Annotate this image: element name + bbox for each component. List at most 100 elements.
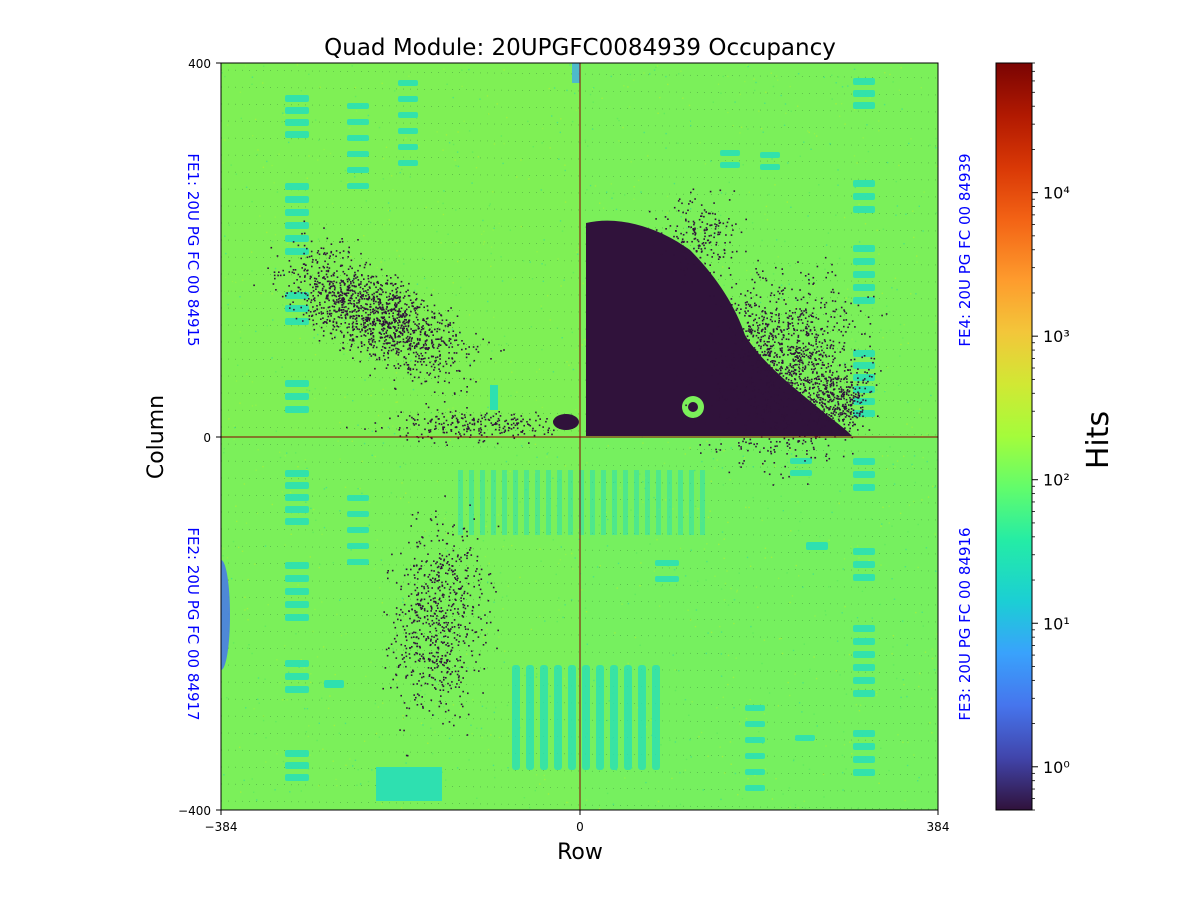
noise-dot (502, 608, 504, 610)
low-hit-pixel (792, 407, 794, 410)
noise-dot (558, 158, 560, 160)
noise-dot (447, 415, 449, 417)
low-hit-pixel (406, 341, 409, 343)
low-hit-pixel (712, 413, 715, 416)
noise-dot (443, 517, 446, 520)
noise-dot (345, 764, 347, 766)
low-hit-pixel (289, 307, 291, 309)
noise-dot (289, 791, 291, 793)
low-hit-pixel (432, 577, 434, 580)
low-hit-pixel (761, 315, 763, 318)
noise-dot (304, 707, 306, 710)
noise-dot (300, 790, 302, 792)
low-hit-pixel (745, 412, 748, 415)
low-hit-pixel (360, 305, 362, 307)
low-hit-pixel (457, 344, 459, 346)
noise-dot (332, 278, 335, 281)
low-hit-pixel (747, 381, 750, 384)
noise-dot (564, 164, 566, 166)
noise-dot (254, 733, 256, 735)
low-hit-pixel (330, 251, 332, 254)
low-hit-pixel (725, 329, 728, 331)
low-hit-pixel (755, 294, 758, 296)
noise-dot (448, 737, 451, 740)
low-hit-pixel (423, 608, 426, 610)
noise-dot (430, 727, 432, 730)
low-hit-pixel (766, 325, 769, 328)
low-hit-pixel (838, 329, 840, 331)
low-hit-pixel (707, 355, 710, 357)
noise-dot (816, 135, 818, 137)
cyan-stripe (582, 665, 590, 770)
low-hit-pixel (781, 400, 784, 402)
scan-line (221, 341, 938, 351)
cyan-pixel-group (853, 471, 875, 478)
noise-dot (838, 257, 841, 260)
low-hit-pixel (780, 398, 783, 400)
cyan-pixel-group (347, 527, 369, 533)
low-hit-pixel (408, 337, 411, 340)
low-hit-pixel (784, 393, 787, 395)
noise-dot (809, 668, 811, 671)
low-hit-pixel (811, 361, 813, 363)
low-hit-pixel (821, 434, 823, 436)
low-hit-pixel (315, 278, 318, 280)
noise-dot (689, 447, 691, 449)
low-hit-pixel (427, 667, 430, 669)
noise-dot (688, 714, 690, 716)
cyan-pixel-group (347, 183, 369, 189)
noise-dot (392, 649, 394, 651)
scan-line (221, 749, 938, 759)
low-hit-pixel (759, 359, 762, 361)
noise-dot (728, 231, 731, 234)
low-hit-pixel (747, 303, 750, 306)
scan-line (221, 290, 938, 300)
low-hit-pixel (727, 423, 729, 425)
low-hit-pixel (436, 523, 439, 526)
low-hit-pixel (412, 305, 414, 308)
low-hit-pixel (441, 626, 444, 628)
low-hit-pixel (352, 338, 355, 340)
low-hit-pixel (837, 292, 840, 295)
noise-dot (642, 442, 644, 444)
low-hit-pixel (769, 352, 772, 354)
low-hit-pixel (731, 304, 733, 306)
low-hit-pixel (339, 330, 342, 332)
low-hit-pixel (372, 353, 375, 356)
low-hit-pixel (463, 604, 466, 607)
low-hit-pixel (390, 344, 393, 347)
noise-dot (445, 511, 447, 513)
low-hit-pixel (405, 321, 408, 324)
low-hit-pixel (787, 381, 789, 384)
noise-dot (316, 656, 319, 658)
noise-dot (893, 483, 896, 485)
low-hit-pixel (688, 331, 690, 333)
noise-dot (649, 543, 651, 545)
low-hit-pixel (419, 339, 421, 342)
noise-dot (881, 292, 883, 295)
noise-dot (263, 65, 265, 67)
noise-dot (572, 368, 575, 371)
low-hit-pixel (306, 294, 309, 297)
noise-dot (784, 240, 786, 243)
low-hit-pixel (388, 321, 391, 324)
noise-dot (781, 336, 784, 338)
noise-dot (284, 544, 286, 546)
low-hit-pixel (364, 329, 367, 332)
noise-dot (720, 653, 723, 655)
low-hit-pixel (417, 659, 420, 662)
low-hit-pixel (767, 323, 770, 326)
low-hit-pixel (422, 656, 425, 659)
low-hit-pixel (730, 353, 733, 356)
low-hit-pixel (346, 310, 348, 312)
noise-dot (927, 496, 930, 498)
noise-dot (321, 697, 323, 699)
low-hit-pixel (750, 432, 753, 435)
scan-line (221, 766, 938, 776)
low-hit-pixel (727, 375, 730, 377)
low-hit-pixel (777, 290, 779, 293)
low-hit-pixel (368, 295, 371, 298)
low-hit-pixel (813, 398, 816, 401)
low-hit-pixel (409, 336, 411, 338)
noise-dot (452, 704, 455, 706)
